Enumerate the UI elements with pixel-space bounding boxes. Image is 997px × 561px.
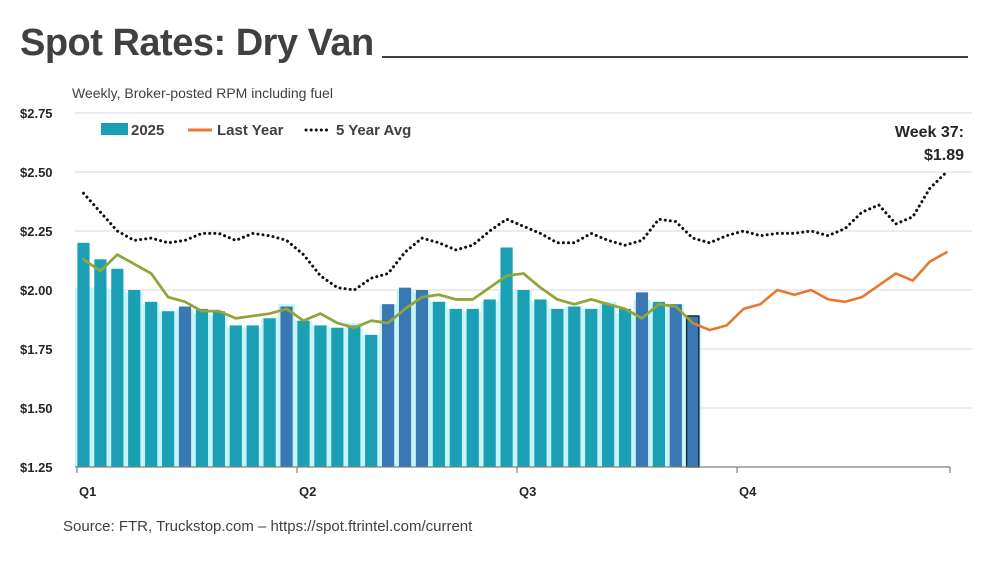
bar-week-22 — [432, 301, 445, 467]
x-tick-label: Q1 — [79, 484, 96, 499]
bar-week-23 — [449, 308, 462, 467]
y-tick-label: $2.50 — [20, 165, 53, 180]
bar-week-12 — [263, 318, 276, 467]
bar-week-2 — [94, 259, 107, 467]
bar-week-13 — [280, 306, 293, 467]
annotation-week: Week 37: — [895, 124, 964, 141]
y-tick-label: $2.25 — [20, 224, 53, 239]
bar-week-31 — [585, 308, 598, 467]
legend-label-2025: 2025 — [131, 122, 164, 139]
x-tick-label: Q2 — [299, 484, 316, 499]
source-note: Source: FTR, Truckstop.com – https://spo… — [63, 518, 473, 535]
bar-week-6 — [161, 311, 175, 467]
bar-week-35 — [652, 301, 665, 467]
legend-label-last-year: Last Year — [217, 122, 284, 139]
bar-week-32 — [602, 304, 615, 467]
chart-subtitle: Weekly, Broker-posted RPM including fuel — [72, 85, 333, 101]
bar-week-33 — [618, 308, 632, 467]
annotation: Week 37: $1.89 — [895, 124, 964, 164]
last-year-overlap-line — [82, 253, 694, 330]
bar-week-7 — [178, 306, 192, 467]
bars-2025 — [77, 242, 700, 468]
title-underline — [382, 56, 968, 58]
x-tick-label: Q4 — [739, 484, 757, 499]
legend-label-five-year-avg: 5 Year Avg — [336, 122, 411, 139]
bar-week-25 — [483, 299, 496, 467]
axes: $2.75 $2.50 $2.25 $2.00 $1.75 $1.50 $1.25 Q1 Q2 Q… — [20, 106, 951, 499]
legend: 2025 Last Year 5 Year Avg — [101, 122, 411, 139]
bar-week-18 — [365, 334, 378, 467]
bar-week-26 — [500, 247, 513, 467]
bar-week-1 — [77, 242, 90, 467]
bar-week-10 — [229, 325, 242, 467]
annotation-value: $1.89 — [924, 147, 964, 164]
bar-week-14 — [297, 320, 310, 467]
y-tick-label: $1.25 — [20, 460, 53, 475]
bar-week-8 — [195, 308, 209, 467]
bar-week-29 — [551, 308, 564, 467]
bar-week-21 — [415, 290, 429, 467]
x-tick-label: Q3 — [519, 484, 536, 499]
bar-week-15 — [314, 325, 327, 467]
legend-swatch-2025 — [101, 123, 128, 135]
five-year-avg-line — [82, 170, 949, 292]
bar-week-34 — [635, 292, 649, 467]
y-tick-label: $2.00 — [20, 283, 53, 298]
bar-week-5 — [145, 301, 158, 467]
bar-week-36 — [669, 304, 682, 467]
bar-week-11 — [246, 325, 259, 467]
bar-week-4 — [128, 290, 141, 467]
bar-week-24 — [466, 308, 479, 467]
bar-week-16 — [331, 327, 344, 467]
bar-week-27 — [517, 290, 530, 467]
lines — [82, 170, 949, 332]
y-tick-label: $2.75 — [20, 106, 53, 121]
bar-week-19 — [382, 304, 395, 467]
bar-week-9 — [212, 311, 225, 467]
bar-week-20 — [398, 287, 412, 467]
bar-week-37 — [685, 315, 700, 468]
chart-title: Spot Rates: Dry Van — [20, 22, 374, 64]
y-tick-label: $1.50 — [20, 401, 53, 416]
bar-week-28 — [534, 299, 547, 467]
y-tick-label: $1.75 — [20, 342, 53, 357]
bar-week-3 — [111, 268, 124, 467]
bar-week-30 — [568, 306, 581, 467]
bar-week-17 — [348, 325, 361, 467]
